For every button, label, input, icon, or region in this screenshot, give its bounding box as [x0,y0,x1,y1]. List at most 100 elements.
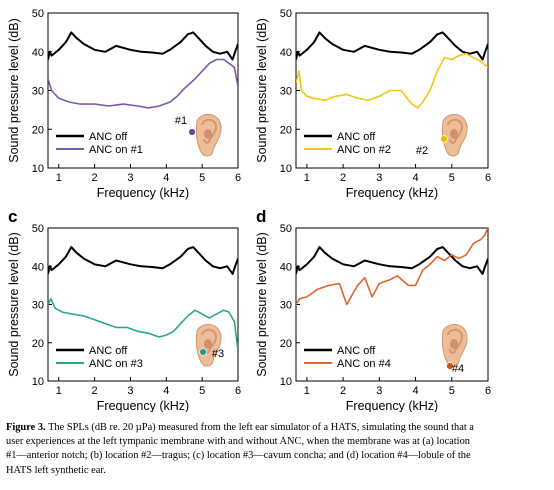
y-tick-label: 50 [32,223,44,235]
series-line-anc-on [296,228,488,306]
legend-label: ANC off [337,345,376,357]
location-marker [440,135,448,143]
series-group [296,228,488,306]
y-axis-label: Sound pressure level (dB) [255,232,269,377]
caption-label: Figure 3. [6,422,46,433]
ear-helix [201,118,218,144]
legend-label: ANC on #4 [337,358,391,370]
caption-line-4: HATS left synthetic ear. [6,464,106,476]
ear-helix [447,328,464,354]
series-line-anc-off [48,246,238,275]
panel-d: d 1 2 3 4 5 6 10 20 30 40 50 Frequency (kHz) Sound pr… [255,207,491,412]
ear-concha [204,129,212,139]
location-label: #1 [175,115,187,127]
y-tick-label: 50 [32,8,44,20]
location-marker [188,128,196,136]
y-tick-label: 30 [32,86,44,98]
x-tick-label: 4 [412,172,418,184]
caption-line-2: user experiences at the left tympanic me… [6,436,470,448]
x-tick-label: 1 [56,385,62,397]
series-line-anc-off [296,246,488,275]
x-tick-label: 4 [163,385,169,397]
panel-letter-d: d [256,207,266,226]
y-tick-label: 40 [32,261,44,273]
y-axis-label: Sound pressure level (dB) [255,18,269,163]
x-tick-label: 6 [235,385,241,397]
x-tick-label: 5 [449,385,455,397]
y-tick-label: 10 [32,163,44,175]
location-marker [199,348,207,356]
x-axis-label: Frequency (kHz) [97,399,189,412]
legend-label: ANC off [89,131,128,143]
panel-c: c 1 2 3 4 5 6 10 20 30 40 50 Frequency (kHz) Sound pr… [7,207,241,412]
y-tick-label: 50 [280,223,292,235]
y-tick-label: 40 [280,261,292,273]
caption-line-1: Figure 3. The SPLs (dB re. 20 µPa) measu… [6,421,548,435]
legend-label: ANC on #2 [337,144,391,156]
location-label: #4 [452,363,464,375]
ear-concha [450,339,458,349]
x-tick-label: 6 [235,172,241,184]
y-tick-label: 10 [280,376,292,388]
y-tick-label: 40 [280,47,292,59]
legend-label: ANC on #3 [89,358,143,370]
x-axis-label: Frequency (kHz) [346,399,438,412]
series-group [48,31,238,109]
y-tick-label: 20 [280,124,292,136]
x-tick-label: 6 [485,172,491,184]
y-tick-label: 20 [32,124,44,136]
panel-b: 1 2 3 4 5 6 10 20 30 40 50 Frequency (kHz) Sound pre… [255,8,491,200]
series-group [48,246,238,351]
caption-line-1-text: The SPLs (dB re. 20 µPa) measured from t… [48,422,474,433]
location-label: #3 [212,348,224,360]
series-line-anc-off [48,31,238,61]
caption-line-3: #1—anterior notch; (b) location #2—tragu… [6,450,471,462]
x-axis-label: Frequency (kHz) [346,186,438,200]
series-line-anc-on [48,298,238,351]
x-tick-label: 4 [412,385,418,397]
panel-a: 1 2 3 4 5 6 10 20 30 40 50 Frequency (kHz) Sound pre… [7,8,241,200]
x-tick-label: 2 [340,172,346,184]
y-tick-label: 40 [32,47,44,59]
y-tick-label: 30 [280,300,292,312]
y-tick-label: 20 [32,338,44,350]
ear-concha [450,129,458,139]
series-group [296,31,488,109]
series-line-anc-on [48,58,238,109]
x-tick-label: 5 [449,172,455,184]
x-tick-label: 6 [485,385,491,397]
x-tick-label: 2 [92,172,98,184]
x-tick-label: 3 [127,172,133,184]
x-tick-label: 3 [376,385,382,397]
x-tick-label: 4 [163,172,169,184]
y-axis-label: Sound pressure level (dB) [7,18,21,163]
location-label: #2 [416,145,428,157]
location-marker [446,362,454,370]
y-tick-label: 10 [32,376,44,388]
x-tick-label: 1 [56,172,62,184]
y-tick-label: 20 [280,338,292,350]
legend-label: ANC off [337,131,376,143]
x-tick-label: 5 [199,172,205,184]
y-tick-label: 10 [280,163,292,175]
figure-panels: 1 2 3 4 5 6 10 20 30 40 50 Frequency (kHz) Sound pre… [7,8,491,412]
x-tick-label: 2 [92,385,98,397]
ear-helix [447,118,464,144]
x-tick-label: 5 [199,385,205,397]
legend-label: ANC on #1 [89,144,143,156]
ear-illustration [441,113,468,157]
figure-caption: Figure 3. The SPLs (dB re. 20 µPa) measu… [6,421,548,478]
panel-letter-c: c [8,207,17,226]
x-tick-label: 1 [304,172,310,184]
series-line-anc-on [296,52,488,109]
series-line-anc-off [296,31,488,61]
legend-label: ANC off [89,345,128,357]
x-tick-label: 1 [304,385,310,397]
ear-concha [204,339,212,349]
ear-illustration [441,323,468,367]
x-tick-label: 2 [340,385,346,397]
y-tick-label: 30 [32,300,44,312]
x-axis-label: Frequency (kHz) [97,186,189,200]
x-tick-label: 3 [127,385,133,397]
ear-illustration [195,113,222,157]
